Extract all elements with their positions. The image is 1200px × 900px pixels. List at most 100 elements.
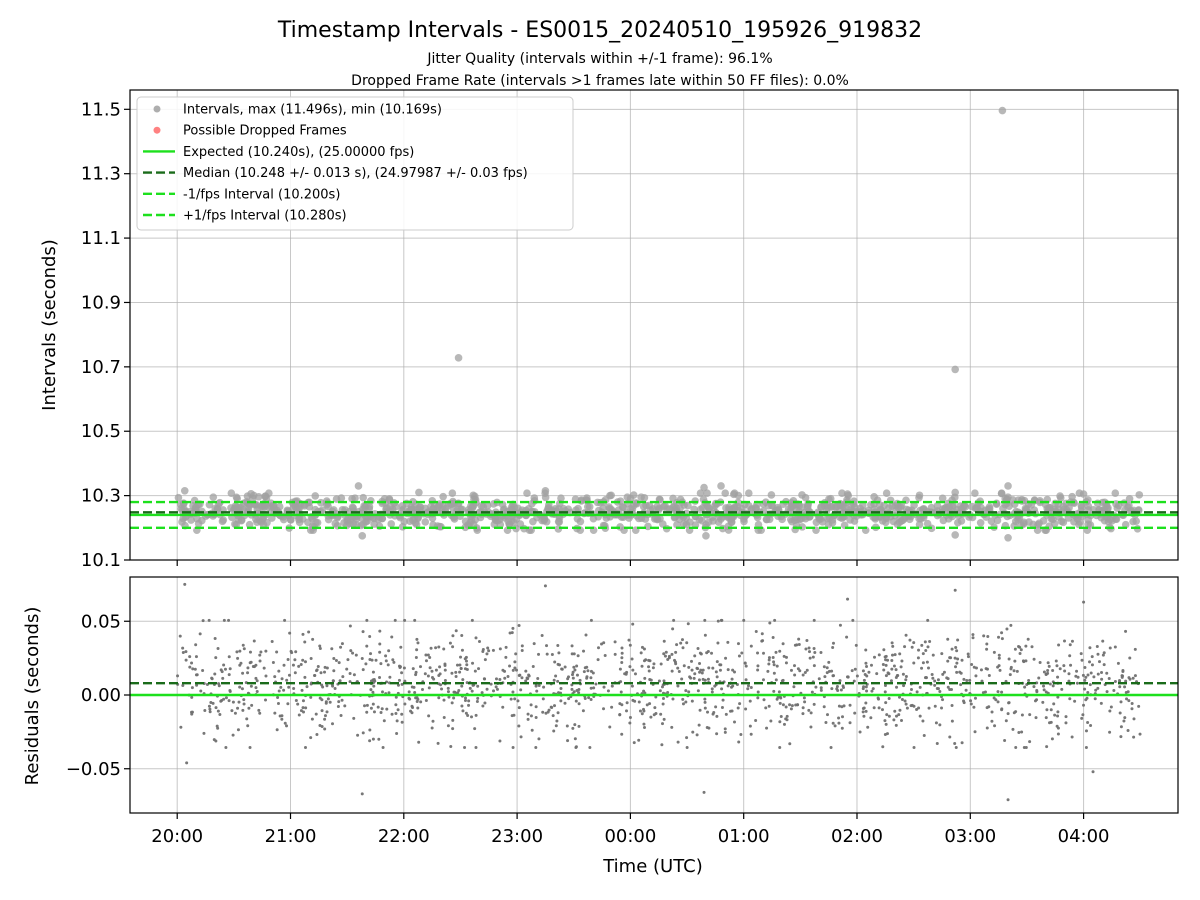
residuals-point	[1004, 719, 1008, 723]
residuals-point	[931, 653, 935, 657]
residuals-point	[956, 638, 960, 642]
residuals-point	[326, 697, 330, 701]
residuals-point	[1018, 651, 1022, 655]
residuals-point	[1119, 735, 1123, 739]
intervals-point	[218, 517, 227, 526]
residuals-point	[797, 643, 801, 647]
residuals-point	[248, 746, 252, 750]
residuals-point	[576, 654, 580, 658]
residuals-point	[864, 661, 868, 665]
residuals-point	[352, 716, 356, 720]
residuals-point	[222, 618, 226, 622]
residuals-point	[1003, 739, 1007, 743]
residuals-point	[220, 670, 224, 674]
residuals-point	[900, 659, 904, 663]
residuals-point	[631, 622, 635, 626]
residuals-point	[660, 722, 664, 726]
residuals-point	[258, 659, 262, 663]
intervals-point	[831, 502, 840, 511]
intervals-point	[1098, 498, 1107, 507]
residuals-point	[1049, 708, 1053, 712]
residuals-point	[1022, 660, 1026, 664]
residuals-point	[494, 677, 498, 681]
residuals-point	[210, 676, 214, 680]
residuals-point	[923, 640, 927, 644]
residuals-point	[473, 727, 477, 731]
residuals-point	[534, 705, 538, 709]
residuals-point	[1014, 746, 1018, 750]
residuals-point	[726, 640, 730, 644]
residuals-outlier-point	[543, 584, 547, 588]
residuals-point	[778, 701, 782, 705]
residuals-point	[474, 713, 478, 717]
residuals-point	[221, 676, 225, 680]
residuals-point	[279, 685, 283, 689]
residuals-point	[659, 712, 663, 716]
residuals-point	[810, 690, 814, 694]
residuals-point	[620, 660, 624, 664]
residuals-point	[190, 686, 194, 690]
residuals-point	[706, 677, 710, 681]
residuals-point	[664, 650, 668, 654]
residuals-point	[1035, 698, 1039, 702]
intervals-point	[261, 492, 269, 501]
residuals-point	[790, 704, 794, 708]
residuals-point	[303, 746, 307, 750]
residuals-point	[809, 725, 813, 729]
residuals-point	[368, 739, 372, 743]
residuals-point	[282, 663, 286, 667]
residuals-point	[1073, 699, 1077, 703]
residuals-point	[789, 707, 793, 711]
residuals-point	[176, 674, 180, 678]
residuals-point	[333, 687, 337, 691]
intervals-point	[233, 494, 241, 503]
residuals-point	[649, 678, 653, 682]
residuals-point	[1050, 737, 1054, 741]
residuals-point	[594, 682, 598, 686]
residuals-point	[214, 656, 218, 660]
residuals-point	[985, 642, 989, 646]
residuals-point	[346, 658, 350, 662]
intervals-point	[345, 519, 354, 528]
intervals-point	[1111, 489, 1120, 498]
intervals-point	[957, 517, 966, 525]
residuals-point	[695, 733, 699, 737]
residuals-point	[785, 714, 789, 718]
residuals-point	[837, 721, 841, 725]
intervals-point	[778, 515, 786, 524]
residuals-point	[452, 696, 456, 700]
residuals-point	[864, 709, 868, 713]
residuals-point	[485, 687, 489, 691]
residuals-point	[228, 667, 232, 671]
residuals-point	[1041, 700, 1045, 704]
residuals-point	[1088, 660, 1092, 664]
chart-title: Timestamp Intervals - ES0015_20240510_19…	[277, 18, 922, 43]
residuals-point	[492, 689, 496, 693]
residuals-point	[325, 684, 329, 688]
residuals-point	[527, 673, 531, 677]
residuals-point	[1046, 661, 1050, 665]
residuals-point	[403, 679, 407, 683]
residuals-point	[202, 731, 206, 735]
residuals-point	[994, 698, 998, 702]
residuals-point	[1020, 730, 1024, 734]
residuals-point	[662, 717, 666, 721]
residuals-point	[188, 665, 192, 669]
residuals-point	[933, 679, 937, 683]
residuals-point	[292, 686, 296, 690]
legend-label: Median (10.248 +/- 0.013 s), (24.97987 +…	[183, 166, 528, 181]
residuals-point	[1118, 711, 1122, 715]
residuals-point	[838, 623, 842, 627]
residuals-point	[862, 706, 866, 710]
residuals-point	[855, 674, 859, 678]
intervals-point	[209, 493, 218, 501]
residuals-point	[1015, 669, 1019, 673]
residuals-point	[447, 695, 451, 699]
residuals-point	[633, 672, 637, 676]
residuals-point	[465, 668, 469, 672]
residuals-point	[320, 709, 324, 713]
intervals-point	[992, 499, 1001, 508]
residuals-point	[942, 670, 946, 674]
residuals-point	[714, 705, 718, 709]
residuals-point	[415, 648, 419, 652]
